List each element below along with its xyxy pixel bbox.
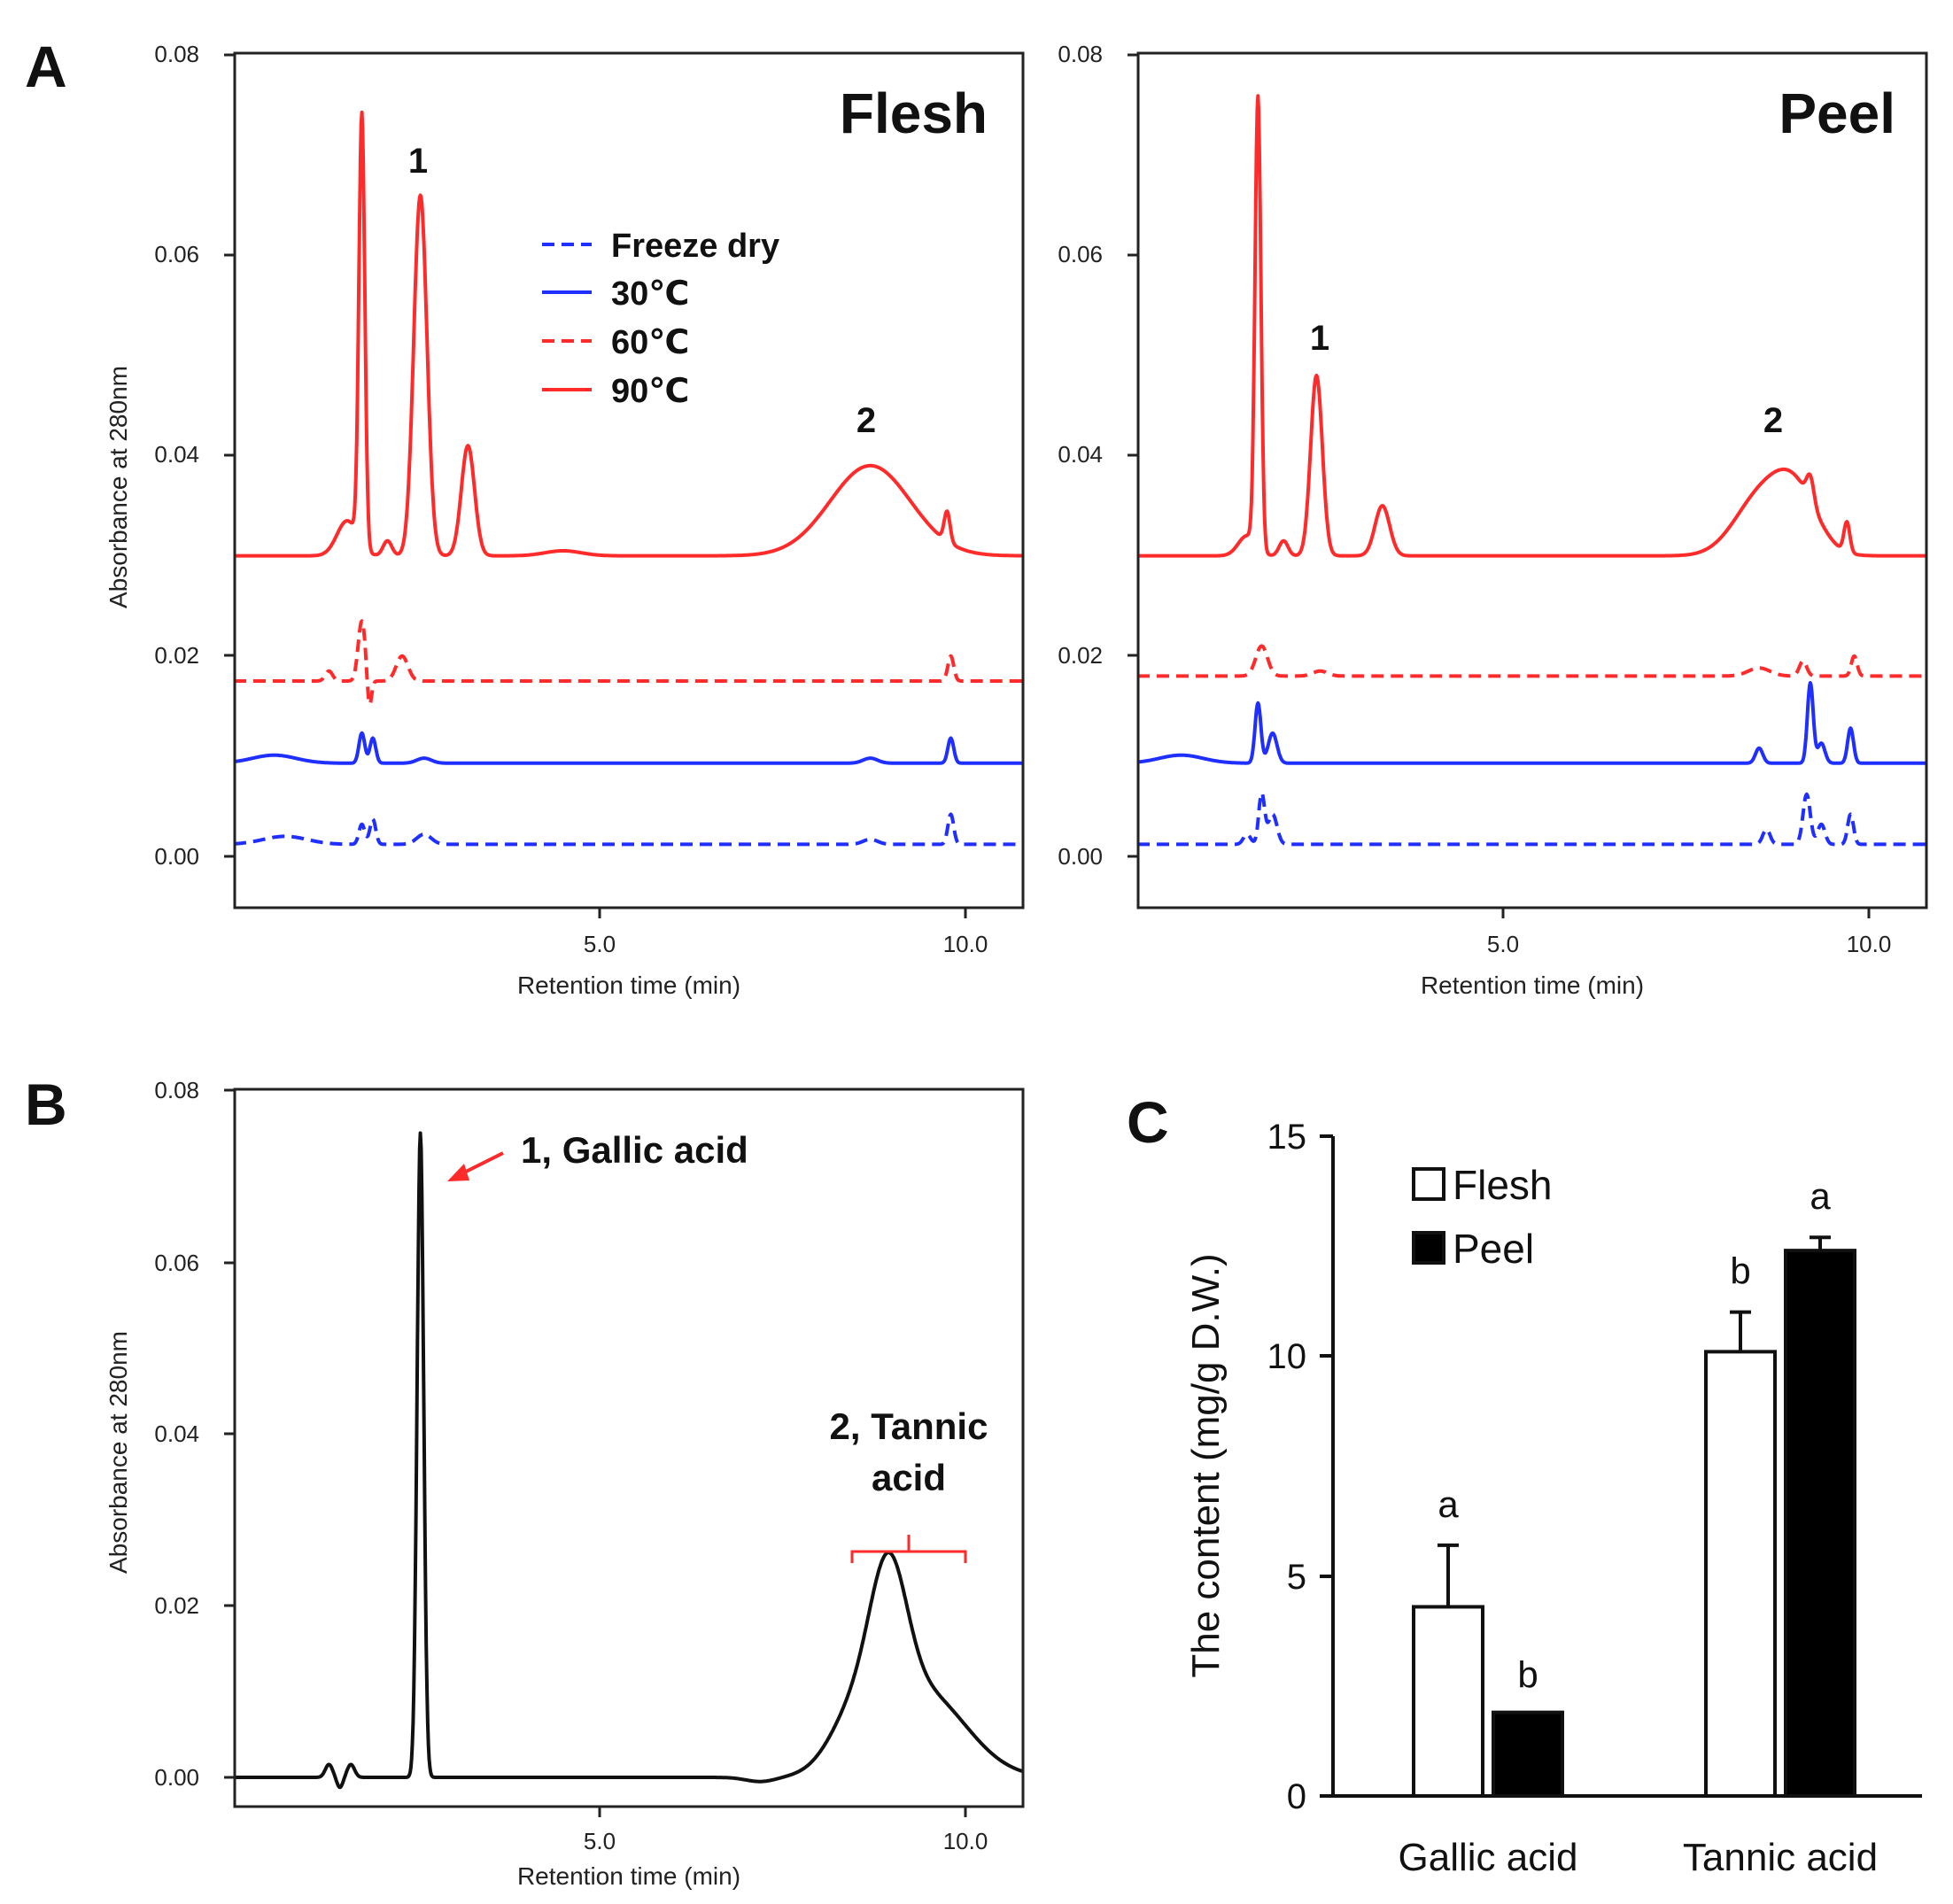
flesh-ytick-0.06: 0.06 [154, 241, 199, 267]
c-ytick-15: 15 [1267, 1118, 1307, 1157]
c-category-gallic-acid: Gallic acid [1399, 1836, 1578, 1879]
legend-label-freeze-dry: Freeze dry [611, 228, 779, 265]
tannic-acid-annotation-line1: 2, Tannic [830, 1405, 988, 1447]
flesh-xtick-5: 5.0 [584, 931, 616, 957]
peel-y-axis: 0.08 0.06 0.04 0.02 0.00 [1058, 41, 1138, 870]
bar-peel-gallic-acid [1492, 1710, 1564, 1798]
series-line-30- [1135, 681, 1927, 765]
chromatogram-flesh [232, 110, 1024, 847]
panel-letter-c: C [1127, 1089, 1169, 1155]
peel-peak-2-label: 2 [1763, 401, 1783, 440]
flesh-peak-1-label: 1 [408, 142, 428, 181]
sig-letter-peel-gallic-acid: b [1517, 1654, 1538, 1696]
flesh-peak-2-label: 2 [856, 401, 876, 440]
panel-letter-a: A [25, 34, 67, 99]
series-line-60- [232, 619, 1024, 707]
errorbar-flesh-gallic-acid [1438, 1543, 1459, 1607]
flesh-ytick-0.00: 0.00 [154, 843, 199, 870]
flesh-ytick-0.02: 0.02 [154, 642, 199, 669]
flesh-xtick-10: 10.0 [943, 931, 988, 957]
legend-label-60c: 60℃ [611, 324, 689, 361]
c-ytick-5: 5 [1287, 1558, 1306, 1597]
legend-label-30c: 30℃ [611, 275, 689, 313]
peel-ytick-0.08: 0.08 [1058, 41, 1103, 67]
flesh-x-axis: 5.0 10.0 Retention time (min) [517, 908, 988, 999]
gallic-arrow [460, 1151, 504, 1176]
series-line-freeze-dry [1135, 791, 1927, 847]
series-line-90- [1135, 94, 1927, 558]
flesh-title: Flesh [840, 81, 988, 145]
peel-ytick-0.06: 0.06 [1058, 241, 1103, 267]
panel-c: C 15 10 5 0 The content (mg/g D.W.) abba… [1127, 1089, 1922, 1879]
c-legend-swatch-peel [1412, 1231, 1445, 1265]
c-legend-label-peel: Peel [1453, 1226, 1534, 1272]
bar-flesh-gallic-acid [1412, 1605, 1484, 1799]
c-bars: a b b a [1412, 1175, 1856, 1799]
c-ylabel: The content (mg/g D.W.) [1184, 1253, 1228, 1677]
c-ytick-10: 10 [1267, 1337, 1307, 1376]
std-xtick-5: 5.0 [584, 1828, 616, 1854]
gallic-arrowhead [447, 1164, 469, 1181]
std-ytick-0.02: 0.02 [154, 1592, 199, 1619]
bar-peel-tannic-acid [1784, 1249, 1856, 1798]
peel-xlabel: Retention time (min) [1421, 971, 1644, 999]
legend-label-90c: 90℃ [611, 373, 689, 410]
peel-title: Peel [1779, 81, 1895, 145]
std-ytick-0.06: 0.06 [154, 1250, 199, 1276]
c-legend-label-flesh: Flesh [1453, 1162, 1552, 1208]
panel-letter-b: B [25, 1072, 67, 1137]
c-legend-swatch-flesh [1412, 1167, 1445, 1201]
std-ytick-0.00: 0.00 [154, 1764, 199, 1791]
flesh-ylabel: Absorbance at 280nm [105, 366, 132, 608]
c-legend: Flesh Peel [1412, 1162, 1552, 1272]
panel-a-flesh: A Flesh 1 2 Freeze dry 30℃ 60℃ 90℃ 0.08 … [25, 34, 1025, 999]
peel-ytick-0.00: 0.00 [1058, 843, 1103, 870]
peel-xtick-5: 5.0 [1487, 931, 1519, 957]
sig-letter-peel-tannic-acid: a [1810, 1175, 1831, 1217]
flesh-ytick-0.08: 0.08 [154, 41, 199, 67]
standards-y-axis: 0.08 0.06 0.04 0.02 0.00 Absorbance at 2… [105, 1077, 235, 1791]
panel-a-peel: Peel 1 2 0.08 0.06 0.04 0.02 0.00 5.0 10… [1058, 41, 1928, 999]
std-xlabel: Retention time (min) [517, 1862, 740, 1890]
standards-x-axis: 5.0 10.0 Retention time (min) [517, 1807, 988, 1890]
std-xtick-10: 10.0 [943, 1828, 988, 1854]
c-y-ticks: 15 10 5 0 [1267, 1118, 1333, 1816]
peel-x-axis: 5.0 10.0 Retention time (min) [1421, 908, 1891, 999]
errorbar-peel-tannic-acid [1810, 1235, 1831, 1251]
bar-flesh-tannic-acid [1704, 1350, 1777, 1799]
legend-a: Freeze dry 30℃ 60℃ 90℃ [542, 228, 779, 410]
peel-peak-1-label: 1 [1310, 319, 1329, 358]
sig-letter-flesh-gallic-acid: a [1438, 1483, 1459, 1525]
std-ytick-0.08: 0.08 [154, 1077, 199, 1103]
std-ylabel: Absorbance at 280nm [105, 1331, 132, 1574]
gallic-acid-annotation: 1, Gallic acid [521, 1129, 748, 1171]
flesh-ytick-0.04: 0.04 [154, 441, 199, 468]
series-line-60- [1135, 644, 1927, 678]
tannic-acid-annotation-line2: acid [872, 1457, 946, 1498]
peel-ytick-0.04: 0.04 [1058, 441, 1103, 468]
chromatogram-peel [1135, 94, 1927, 847]
chromatogram-standards [232, 1131, 1024, 1790]
c-category-tannic-acid: Tannic acid [1683, 1836, 1878, 1879]
tannic-range-bracket [850, 1535, 967, 1563]
panel-b: B 1, Gallic acid 2, Tannic acid 0.08 0.0… [25, 1072, 1025, 1890]
series-line-90- [232, 110, 1024, 558]
peel-xtick-10: 10.0 [1847, 931, 1892, 957]
flesh-y-axis: 0.08 0.06 0.04 0.02 0.00 Absorbance at 2… [105, 41, 235, 870]
flesh-xlabel: Retention time (min) [517, 971, 740, 999]
series-line-freeze-dry [232, 812, 1024, 847]
series-line-standard [232, 1131, 1024, 1790]
sig-letter-flesh-tannic-acid: b [1730, 1250, 1750, 1292]
standards-plot-frame [233, 1087, 1025, 1808]
c-ytick-0: 0 [1287, 1777, 1306, 1816]
errorbar-flesh-tannic-acid [1730, 1310, 1751, 1352]
std-ytick-0.04: 0.04 [154, 1420, 199, 1447]
series-line-30- [232, 731, 1024, 765]
peel-ytick-0.02: 0.02 [1058, 642, 1103, 669]
flesh-plot-frame [233, 51, 1025, 909]
peel-plot-frame [1136, 51, 1928, 909]
